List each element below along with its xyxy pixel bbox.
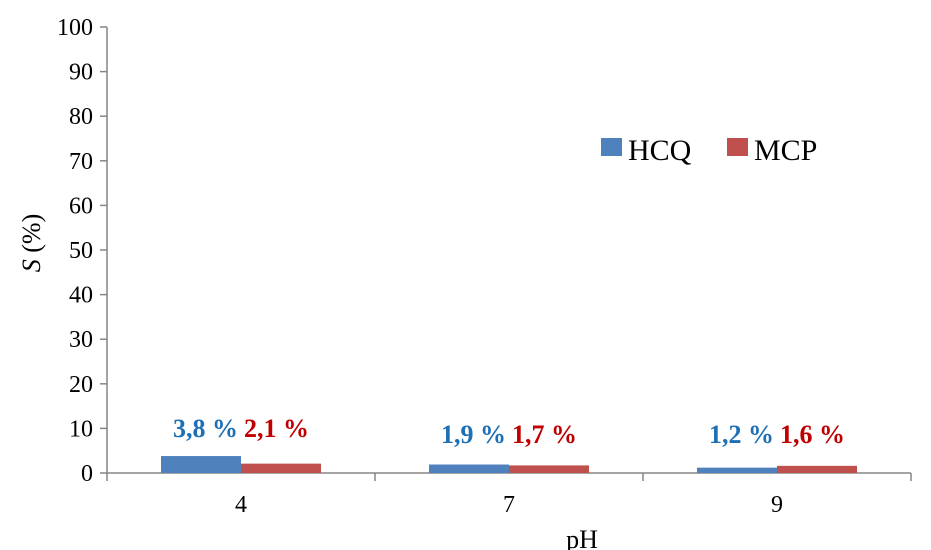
x-tick-label: 7 bbox=[503, 492, 515, 518]
legend-swatch-mcp bbox=[727, 138, 748, 156]
x-tick-label: 4 bbox=[235, 492, 247, 518]
y-ticks: 0 10 20 30 40 50 60 70 80 90 100 bbox=[57, 15, 107, 487]
legend-swatch-hcq bbox=[601, 138, 622, 156]
bar-mcp bbox=[777, 465, 857, 473]
y-tick-label: 90 bbox=[69, 60, 93, 86]
bars bbox=[161, 456, 857, 473]
data-label-hcq: 3,8 % bbox=[173, 414, 238, 443]
y-tick-label: 100 bbox=[57, 15, 93, 41]
y-tick-label: 80 bbox=[69, 104, 93, 130]
bar-hcq bbox=[161, 456, 241, 473]
bar-mcp bbox=[241, 463, 321, 473]
data-label-mcp: 2,1 % bbox=[244, 414, 309, 443]
y-axis-title: S (%) bbox=[17, 214, 46, 272]
x-tick-label: 9 bbox=[771, 492, 783, 518]
y-tick-label: 50 bbox=[69, 238, 93, 264]
y-axis-title-italic: S bbox=[17, 259, 46, 272]
x-axis-title: pH bbox=[566, 525, 598, 550]
bar-hcq bbox=[429, 464, 509, 473]
data-label-mcp: 1,7 % bbox=[512, 420, 577, 449]
data-label-mcp: 1,6 % bbox=[780, 420, 845, 449]
y-axis-title-unit: (%) bbox=[17, 214, 46, 259]
data-label-hcq: 1,9 % bbox=[441, 420, 506, 449]
x-ticks: 4 7 9 bbox=[106, 473, 912, 518]
y-tick-label: 40 bbox=[69, 283, 93, 309]
legend-label-mcp: MCP bbox=[754, 134, 817, 167]
bar-hcq bbox=[697, 467, 777, 473]
y-tick-label: 20 bbox=[69, 372, 93, 398]
data-label-hcq: 1,2 % bbox=[709, 420, 774, 449]
axes bbox=[106, 27, 911, 474]
y-tick-label: 0 bbox=[81, 461, 93, 487]
y-tick-label: 30 bbox=[69, 327, 93, 353]
legend: HCQ MCP bbox=[601, 134, 817, 167]
bar-mcp bbox=[509, 465, 589, 473]
y-tick-label: 70 bbox=[69, 149, 93, 175]
legend-label-hcq: HCQ bbox=[628, 134, 692, 167]
y-tick-label: 60 bbox=[69, 193, 93, 219]
data-labels: 3,8 % 2,1 % 1,9 % 1,7 % 1,2 % 1,6 % bbox=[173, 414, 845, 449]
y-tick-label: 10 bbox=[69, 416, 93, 442]
